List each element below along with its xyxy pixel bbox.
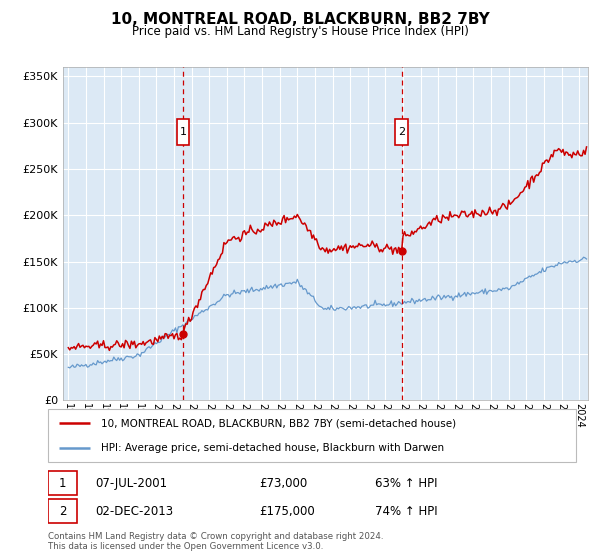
Text: HPI: Average price, semi-detached house, Blackburn with Darwen: HPI: Average price, semi-detached house,… bbox=[101, 442, 444, 452]
Text: £175,000: £175,000 bbox=[259, 505, 315, 517]
Bar bbox=[48, 499, 77, 523]
Text: £73,000: £73,000 bbox=[259, 477, 307, 490]
Bar bbox=[395, 119, 408, 145]
Text: Price paid vs. HM Land Registry's House Price Index (HPI): Price paid vs. HM Land Registry's House … bbox=[131, 25, 469, 38]
Text: 1: 1 bbox=[59, 477, 66, 490]
Text: 02-DEC-2013: 02-DEC-2013 bbox=[95, 505, 173, 517]
Text: 63% ↑ HPI: 63% ↑ HPI bbox=[376, 477, 438, 490]
Text: 10, MONTREAL ROAD, BLACKBURN, BB2 7BY (semi-detached house): 10, MONTREAL ROAD, BLACKBURN, BB2 7BY (s… bbox=[101, 418, 456, 428]
Text: Contains HM Land Registry data © Crown copyright and database right 2024.
This d: Contains HM Land Registry data © Crown c… bbox=[48, 532, 383, 552]
Text: 1: 1 bbox=[179, 127, 187, 137]
Text: 2: 2 bbox=[398, 127, 405, 137]
Bar bbox=[177, 119, 190, 145]
Bar bbox=[48, 472, 77, 496]
Text: 2: 2 bbox=[59, 505, 66, 517]
Text: 07-JUL-2001: 07-JUL-2001 bbox=[95, 477, 167, 490]
Text: 10, MONTREAL ROAD, BLACKBURN, BB2 7BY: 10, MONTREAL ROAD, BLACKBURN, BB2 7BY bbox=[110, 12, 490, 27]
Text: 74% ↑ HPI: 74% ↑ HPI bbox=[376, 505, 438, 517]
